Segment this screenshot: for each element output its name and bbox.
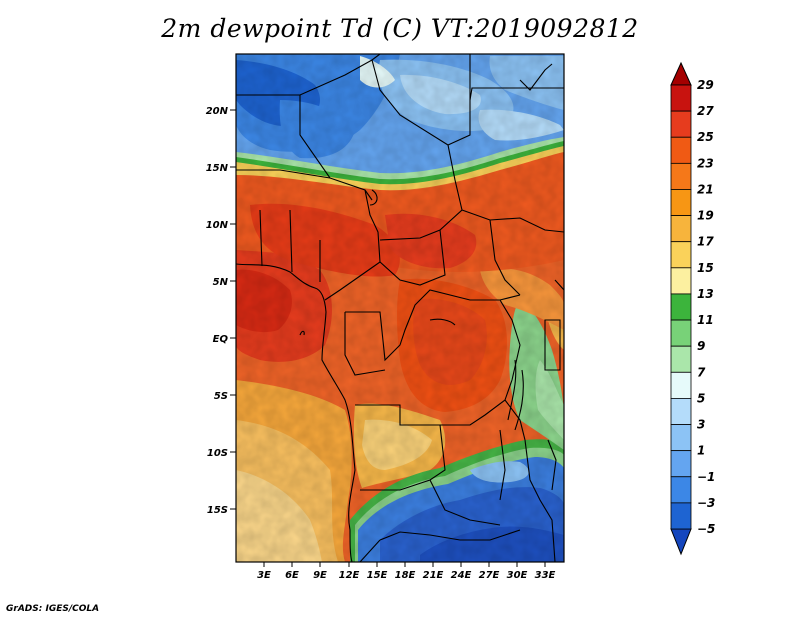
plot-frame bbox=[235, 53, 565, 563]
colorbar-label: 13 bbox=[697, 287, 714, 301]
colorbar: 29 27 25 23 21 19 17 15 13 11 9 7 5 3 1 −1 −3 −5 bbox=[670, 61, 715, 556]
colorbar-segment bbox=[670, 136, 692, 164]
colorbar-label: 15 bbox=[697, 261, 714, 275]
colorbar-label: 1 bbox=[697, 444, 705, 458]
lat-label: EQ bbox=[213, 334, 229, 345]
colorbar-segment bbox=[670, 502, 692, 530]
lon-label: 21E bbox=[423, 570, 444, 581]
colorbar-segment bbox=[670, 241, 692, 269]
lon-label: 9E bbox=[313, 570, 327, 581]
lon-label: 24E bbox=[451, 570, 472, 581]
colorbar-bottom-triangle bbox=[670, 528, 692, 556]
lon-label: 6E bbox=[285, 570, 299, 581]
colorbar-label: 3 bbox=[697, 418, 705, 432]
lon-label: 18E bbox=[395, 570, 416, 581]
colorbar-label: −1 bbox=[697, 470, 715, 484]
lat-label: 10S bbox=[207, 448, 228, 459]
lat-label: 15N bbox=[206, 163, 229, 174]
colorbar-segment bbox=[670, 267, 692, 295]
colorbar-label: 19 bbox=[697, 209, 714, 223]
lon-label: 33E bbox=[535, 570, 556, 581]
lat-label: 20N bbox=[206, 106, 229, 117]
lat-axis: 20N 15N 10N 5N EQ 5S 10S 15S bbox=[206, 106, 236, 516]
lon-axis: 3E 6E 9E 12E 15E 18E 21E 24E 27E 30E 33E bbox=[257, 562, 556, 581]
colorbar-label: 7 bbox=[697, 365, 706, 379]
colorbar-segment bbox=[670, 476, 692, 504]
colorbar-segment bbox=[670, 215, 692, 243]
dewpoint-field bbox=[236, 54, 564, 562]
grads-credit: GrADS: IGES/COLA bbox=[6, 604, 100, 614]
colorbar-segment bbox=[670, 371, 692, 399]
colorbar-segment bbox=[670, 345, 692, 373]
country-borders bbox=[236, 54, 564, 562]
colorbar-segment bbox=[670, 398, 692, 425]
colorbar-label: −3 bbox=[697, 496, 715, 510]
lon-label: 15E bbox=[367, 570, 388, 581]
colorbar-label: 5 bbox=[697, 391, 705, 405]
colorbar-label: 27 bbox=[697, 104, 714, 118]
colorbar-top-triangle bbox=[670, 61, 692, 86]
lat-label: 10N bbox=[206, 220, 229, 231]
colorbar-label: 11 bbox=[697, 313, 714, 327]
colorbar-segment bbox=[670, 162, 692, 190]
lon-label: 3E bbox=[257, 570, 271, 581]
colorbar-label: 9 bbox=[697, 339, 705, 353]
lat-label: 5N bbox=[213, 277, 229, 288]
colorbar-label: 21 bbox=[697, 182, 714, 196]
lat-label: 5S bbox=[214, 391, 228, 402]
colorbar-label: 25 bbox=[697, 130, 714, 144]
lon-label: 30E bbox=[507, 570, 528, 581]
colorbar-segment bbox=[670, 424, 692, 452]
lon-label: 12E bbox=[339, 570, 360, 581]
colorbar-segment bbox=[670, 110, 692, 138]
lat-label: 15S bbox=[207, 505, 228, 516]
colorbar-segment bbox=[670, 293, 692, 321]
colorbar-segment bbox=[670, 189, 692, 216]
colorbar-segment bbox=[670, 84, 692, 112]
map-title: 2m dewpoint Td (C) VT:2019092812 bbox=[161, 14, 639, 43]
colorbar-label: 29 bbox=[697, 78, 714, 92]
colorbar-segment bbox=[670, 450, 692, 478]
colorbar-label: 23 bbox=[697, 156, 714, 170]
colorbar-label: 17 bbox=[697, 235, 714, 249]
lon-label: 27E bbox=[479, 570, 500, 581]
colorbar-label: −5 bbox=[697, 522, 715, 536]
colorbar-segment bbox=[670, 319, 692, 347]
